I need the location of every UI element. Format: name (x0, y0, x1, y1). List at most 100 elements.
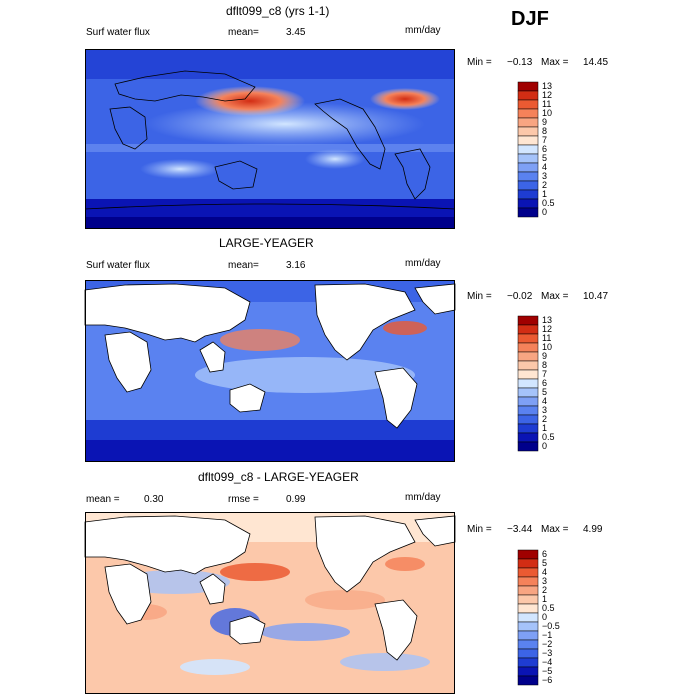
colorbar-swatch (517, 351, 539, 362)
colorbar-tick-label: 12 (542, 90, 552, 100)
colorbar-swatch (517, 585, 539, 596)
panel-3-rmse-label: rmse = (228, 494, 259, 505)
colorbar-tick-label: 8 (542, 360, 547, 370)
colorbar-swatch (517, 99, 539, 110)
panel-2-mean-label: mean= (228, 260, 259, 271)
panel-1-min-label: Min = (467, 57, 492, 68)
colorbar-tick-label: −0.5 (542, 621, 560, 631)
colorbar-tick-label: 0.5 (542, 603, 555, 613)
panel-1-units: mm/day (405, 25, 441, 36)
panel-1-map (84, 49, 456, 229)
colorbar-tick-label: 0.5 (542, 432, 555, 442)
colorbar-swatch (517, 576, 539, 587)
panel-1-field-label: Surf water flux (86, 27, 150, 38)
colorbar-swatch (517, 360, 539, 371)
colorbar-swatch (517, 621, 539, 632)
colorbar-swatch (517, 567, 539, 578)
colorbar-swatch (517, 324, 539, 335)
colorbar-swatch (517, 675, 539, 686)
colorbar-tick-label: 3 (542, 405, 547, 415)
colorbar-tick-label: 11 (542, 333, 551, 343)
colorbar-swatch (517, 558, 539, 569)
colorbar-tick-label: 0 (542, 441, 547, 451)
colorbar-tick-label: 5 (542, 153, 547, 163)
panel-2-min-label: Min = (467, 291, 492, 302)
colorbar-swatch (517, 189, 539, 200)
colorbar-swatch (517, 657, 539, 668)
panel-3-mean-label: mean = (86, 494, 120, 505)
panel-1-mean-value: 3.45 (286, 27, 306, 38)
colorbar-tick-label: 10 (542, 342, 552, 352)
panel-2-mean-value: 3.16 (286, 260, 306, 271)
panel-2-min-value: −0.02 (507, 291, 533, 302)
panel-3-min-label: Min = (467, 524, 492, 535)
colorbar-tick-label: 0 (542, 207, 547, 217)
panel-2-map (84, 280, 456, 462)
colorbar-tick-label: 12 (542, 324, 552, 334)
colorbar-swatch (517, 378, 539, 389)
season-label: DJF (511, 8, 549, 30)
panel-3-map-frame (85, 512, 455, 694)
colorbar-tick-label: 1 (542, 189, 547, 199)
colorbar-swatch (517, 549, 539, 560)
colorbar-swatch (517, 396, 539, 407)
colorbar-swatch (517, 387, 539, 398)
panel-2-map-frame (85, 280, 455, 462)
colorbar-tick-label: 9 (542, 117, 547, 127)
colorbar-swatch (517, 144, 539, 155)
colorbar-tick-label: −5 (542, 666, 552, 676)
colorbar-tick-label: 6 (542, 378, 547, 388)
colorbar-tick-label: 1 (542, 594, 547, 604)
colorbar-swatch (517, 135, 539, 146)
panel-2-max-label: Max = (541, 291, 569, 302)
panel-3-title: dflt099_c8 - LARGE-YEAGER (198, 470, 359, 484)
panel-2-units: mm/day (405, 258, 441, 269)
panel-1-mean-label: mean= (228, 27, 259, 38)
colorbar-tick-label: −6 (542, 675, 552, 685)
colorbar-tick-label: 4 (542, 162, 547, 172)
colorbar-swatch (517, 612, 539, 623)
panel-3-max-value: 4.99 (583, 524, 603, 535)
colorbar-tick-label: 5 (542, 387, 547, 397)
colorbar-swatch (517, 405, 539, 416)
colorbar-tick-label: 0 (542, 612, 547, 622)
colorbar-tick-label: 7 (542, 135, 547, 145)
colorbar-swatch (517, 81, 539, 92)
panel-3-units: mm/day (405, 492, 441, 503)
panel-3-min-value: −3.44 (507, 524, 533, 535)
panel-1-min-value: −0.13 (507, 57, 533, 68)
colorbar-swatch (517, 423, 539, 434)
colorbar-swatch (517, 666, 539, 677)
colorbar-tick-label: 10 (542, 108, 552, 118)
colorbar-tick-label: 6 (542, 144, 547, 154)
colorbar-swatch (517, 414, 539, 425)
colorbar-tick-label: 2 (542, 585, 547, 595)
colorbar-tick-label: −1 (542, 630, 552, 640)
colorbar-swatch (517, 207, 539, 218)
colorbar-swatch (517, 162, 539, 173)
panel-2-field-label: Surf water flux (86, 260, 150, 271)
panel-3-rmse-value: 0.99 (286, 494, 306, 505)
colorbar-tick-label: 13 (542, 81, 552, 91)
panel-1-title: dflt099_c8 (yrs 1-1) (226, 4, 330, 18)
colorbar-tick-label: 7 (542, 369, 547, 379)
colorbar-tick-label: −4 (542, 657, 552, 667)
colorbar-swatch (517, 648, 539, 659)
panel-2-max-value: 10.47 (583, 291, 609, 302)
panel-1-map-frame (85, 49, 455, 229)
colorbar-swatch (517, 180, 539, 191)
panel-1-max-value: 14.45 (583, 57, 609, 68)
colorbar-swatch (517, 369, 539, 380)
colorbar-swatch (517, 171, 539, 182)
panel-3-max-label: Max = (541, 524, 569, 535)
colorbar-tick-label: 11 (542, 99, 551, 109)
colorbar-swatch (517, 333, 539, 344)
colorbar-tick-label: 1 (542, 423, 547, 433)
colorbar-tick-label: 2 (542, 414, 547, 424)
colorbar-swatch (517, 90, 539, 101)
colorbar-tick-label: 6 (542, 549, 547, 559)
colorbar-tick-label: 2 (542, 180, 547, 190)
